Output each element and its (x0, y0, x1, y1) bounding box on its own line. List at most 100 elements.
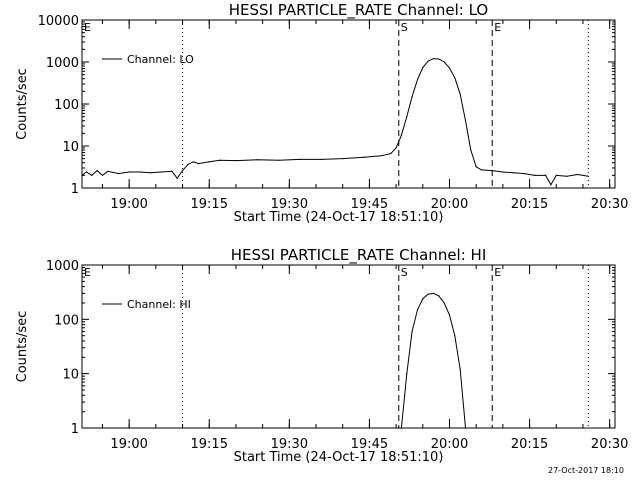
x-tick-label: 19:15 (191, 197, 228, 212)
data-point (117, 173, 120, 175)
data-point (81, 174, 83, 176)
chart-title: HESSI PARTICLE_RATE Channel: LO (229, 1, 488, 20)
chart-panel-2: HESSI PARTICLE_RATE Channel: HI 1 10 100 100… (15, 246, 628, 465)
data-point (464, 427, 467, 429)
plot-frame (81, 264, 616, 429)
data-point (101, 174, 104, 176)
data-point (470, 149, 472, 151)
data-point (176, 177, 178, 179)
data-point (555, 174, 557, 176)
data-point (459, 93, 461, 95)
x-tick-label: 20:00 (431, 197, 468, 212)
data-point (299, 158, 301, 160)
y-tick-label: 1000 (46, 259, 79, 274)
data-point (438, 295, 440, 297)
data-point (320, 158, 322, 160)
x-tick-label: 20:15 (511, 197, 548, 212)
data-point (219, 159, 221, 161)
data-point (464, 120, 467, 122)
data-point (566, 175, 568, 177)
x-tick-label: 20:30 (591, 197, 628, 212)
marker-label: E (494, 266, 501, 279)
x-tick-label: 20:30 (591, 437, 628, 452)
data-point (544, 174, 547, 176)
chart-title: HESSI PARTICLE_RATE Channel: HI (231, 246, 487, 265)
data-point (139, 171, 141, 173)
data-point (278, 159, 280, 161)
y-tick-label: 100 (54, 98, 79, 113)
data-point (448, 67, 451, 69)
y-tick-label: 1 (71, 182, 79, 197)
data-point (197, 163, 200, 165)
y-tick-label: 1000 (46, 56, 79, 71)
data-point (534, 174, 536, 176)
legend-label: Channel: LO (127, 53, 194, 66)
legend-label: Channel: HI (127, 298, 191, 311)
y-axis-label: Counts/sec (15, 311, 30, 383)
x-tick-label: 19:00 (110, 437, 147, 452)
x-tick-label: 19:45 (351, 437, 388, 452)
series-line (400, 292, 466, 429)
y-tick-label: 100 (54, 313, 79, 328)
data-point (256, 159, 258, 161)
y-tick-label: 1 (71, 422, 79, 437)
chart-panel-1: HESSI PARTICLE_RATE Channel: LO 1 10 100 100… (15, 1, 628, 225)
x-tick-label: 19:30 (271, 437, 308, 452)
data-point (454, 77, 456, 79)
plot-frame (81, 19, 616, 189)
x-tick-label: 19:15 (191, 437, 228, 452)
data-point (502, 171, 504, 173)
y-axis-label: Counts/sec (15, 68, 30, 140)
data-point (208, 161, 210, 163)
data-point (107, 170, 109, 172)
marker-label: E (84, 21, 91, 34)
data-point (432, 292, 435, 295)
data-point (491, 169, 493, 172)
data-point (390, 152, 392, 155)
data-point (411, 330, 413, 332)
data-point (443, 302, 445, 304)
data-point (459, 368, 461, 370)
data-point (523, 173, 525, 175)
data-point (395, 147, 397, 149)
data-point (475, 166, 477, 168)
data-point (181, 169, 184, 172)
data-point (406, 116, 408, 118)
marker-label: S (401, 21, 408, 34)
x-axis-label: Start Time (24-Oct-17 18:51:10) (234, 210, 444, 225)
data-point (422, 66, 424, 69)
marker-label: S (401, 266, 408, 279)
data-point (427, 60, 429, 62)
data-point (432, 58, 435, 60)
data-point (192, 161, 194, 163)
data-point (416, 79, 419, 81)
x-tick-label: 20:15 (511, 437, 548, 452)
data-point (416, 309, 419, 311)
x-tick-label: 19:30 (271, 197, 308, 212)
data-point (577, 173, 579, 176)
data-point (160, 171, 162, 173)
data-point (480, 169, 483, 171)
data-point (128, 171, 130, 173)
data-point (411, 96, 413, 98)
y-tick-label: 10 (62, 140, 79, 155)
data-point (448, 314, 451, 316)
data-point (438, 58, 440, 60)
data-point (235, 159, 237, 162)
x-tick-label: 20:00 (431, 437, 468, 452)
series-line (81, 58, 589, 186)
data-point (512, 172, 515, 174)
data-point (342, 158, 344, 160)
data-point (96, 169, 98, 172)
x-tick-label: 19:45 (351, 197, 388, 212)
data-point (91, 174, 93, 176)
data-point (550, 184, 552, 186)
data-point (400, 134, 403, 136)
x-tick-label: 19:00 (110, 197, 147, 212)
plot-timestamp: 27-Oct-2017 18:10 (548, 466, 624, 475)
marker-label: E (494, 21, 501, 34)
y-tick-label: 10 (62, 368, 79, 383)
x-axis-label: Start Time (24-Oct-17 18:51:10) (234, 450, 444, 465)
data-point (454, 335, 456, 337)
data-point (587, 175, 589, 177)
